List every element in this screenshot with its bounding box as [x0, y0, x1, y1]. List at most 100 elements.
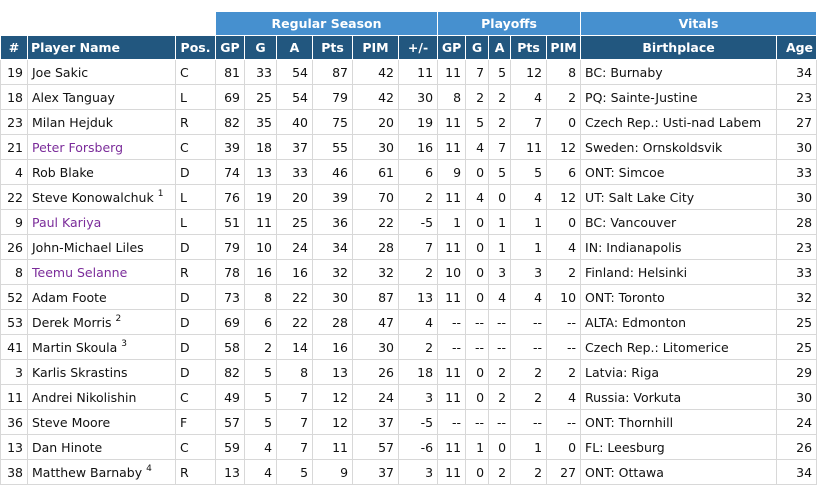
- cell: 2: [546, 259, 582, 285]
- cell: 4: [546, 384, 582, 410]
- cell: 36: [312, 209, 354, 235]
- cell: 5: [276, 459, 314, 485]
- cell: F: [174, 409, 217, 435]
- cell: 5: [488, 159, 512, 185]
- cell: 8: [546, 59, 582, 85]
- cell: --: [510, 334, 548, 360]
- cell: 59: [215, 434, 246, 460]
- cell: ONT: Ottawa: [580, 459, 778, 485]
- column-header: #: [0, 35, 28, 60]
- cell: 12: [546, 134, 582, 160]
- cell: 11: [437, 359, 467, 385]
- cell: ONT: Thornhill: [580, 409, 778, 435]
- player-name: Andrei Nikolishin: [32, 389, 137, 405]
- cell: 4: [510, 184, 548, 210]
- column-header: Player Name: [27, 35, 176, 60]
- column-header: Pos.: [174, 35, 217, 60]
- cell: --: [488, 409, 512, 435]
- player-row: 9 Paul Kariya L 51 11 25 36 22 -5 1 0 1 1 0 BC: Vancou…: [0, 209, 818, 235]
- cell: Czech Rep.: Litomerice: [580, 334, 778, 360]
- cell: 16: [276, 259, 314, 285]
- cell: 26: [776, 434, 818, 460]
- column-header: Pts: [510, 35, 548, 60]
- cell: 0: [546, 434, 582, 460]
- cell: 10: [437, 259, 467, 285]
- cell: D: [174, 159, 217, 185]
- cell: 82: [215, 109, 246, 135]
- cell: --: [465, 334, 490, 360]
- player-name-cell: Martin Skoula 3: [27, 334, 176, 360]
- cell: 35: [244, 109, 278, 135]
- cell: --: [465, 309, 490, 335]
- player-row: 8 Teemu Selanne R 78 16 16 32 32 2 10 0 3 3 2 Finland:…: [0, 259, 818, 285]
- cell: 5: [244, 409, 278, 435]
- cell: 11: [244, 209, 278, 235]
- cell: 26: [352, 359, 400, 385]
- player-name-cell: Andrei Nikolishin: [27, 384, 176, 410]
- cell: 11: [0, 384, 28, 410]
- cell: 70: [352, 184, 400, 210]
- cell: 5: [488, 59, 512, 85]
- cell: 41: [0, 334, 28, 360]
- cell: 13: [215, 459, 246, 485]
- player-link[interactable]: Teemu Selanne: [32, 264, 128, 280]
- cell: 11: [437, 134, 467, 160]
- cell: 30: [352, 334, 400, 360]
- cell: 10: [244, 234, 278, 260]
- cell: 32: [312, 259, 354, 285]
- cell: 3: [488, 259, 512, 285]
- player-name: Dan Hinote: [32, 439, 103, 455]
- cell: 24: [276, 234, 314, 260]
- player-name-cell: Karlis Skrastins: [27, 359, 176, 385]
- player-name-cell: Alex Tanguay: [27, 84, 176, 110]
- player-link[interactable]: Paul Kariya: [32, 214, 102, 230]
- player-name-cell: Rob Blake: [27, 159, 176, 185]
- cell: 12: [312, 409, 354, 435]
- cell: 11: [437, 384, 467, 410]
- column-header: Age: [776, 35, 818, 60]
- cell: 28: [352, 234, 400, 260]
- player-link[interactable]: Peter Forsberg: [32, 139, 124, 155]
- cell: 18: [398, 359, 439, 385]
- cell: 2: [488, 384, 512, 410]
- cell: 9: [312, 459, 354, 485]
- cell: 21: [0, 134, 28, 160]
- cell: 75: [312, 109, 354, 135]
- cell: 2: [488, 84, 512, 110]
- cell: 11: [312, 434, 354, 460]
- cell: 20: [276, 184, 314, 210]
- column-header: Birthplace: [580, 35, 778, 60]
- cell: 82: [215, 359, 246, 385]
- footnote-marker: 2: [115, 313, 122, 324]
- cell: 30: [776, 134, 818, 160]
- footnote-marker: 3: [121, 338, 128, 349]
- cell: 3: [398, 384, 439, 410]
- cell: 3: [398, 459, 439, 485]
- cell: 40: [276, 109, 314, 135]
- cell: --: [437, 409, 467, 435]
- cell: 3: [0, 359, 28, 385]
- cell: 1: [437, 209, 467, 235]
- cell: 25: [276, 209, 314, 235]
- player-row: 23 Milan Hejduk R 82 35 40 75 20 19 11 5 2 7 0 Czech R…: [0, 109, 818, 135]
- cell: 79: [215, 234, 246, 260]
- player-row: 18 Alex Tanguay L 69 25 54 79 42 30 8 2 2 4 2 PQ: Sain…: [0, 84, 818, 110]
- cell: 11: [437, 59, 467, 85]
- cell: 55: [312, 134, 354, 160]
- cell: 6: [546, 159, 582, 185]
- cell: 30: [398, 84, 439, 110]
- cell: 52: [0, 284, 28, 310]
- cell: R: [174, 259, 217, 285]
- cell: --: [488, 334, 512, 360]
- cell: 0: [546, 209, 582, 235]
- cell: Finland: Helsinki: [580, 259, 778, 285]
- cell: 4: [488, 284, 512, 310]
- cell: 36: [0, 409, 28, 435]
- cell: 7: [398, 234, 439, 260]
- cell: 7: [276, 434, 314, 460]
- cell: 87: [312, 59, 354, 85]
- cell: 11: [437, 109, 467, 135]
- player-name: John-Michael Liles: [32, 239, 144, 255]
- cell: 29: [776, 359, 818, 385]
- cell: --: [465, 409, 490, 435]
